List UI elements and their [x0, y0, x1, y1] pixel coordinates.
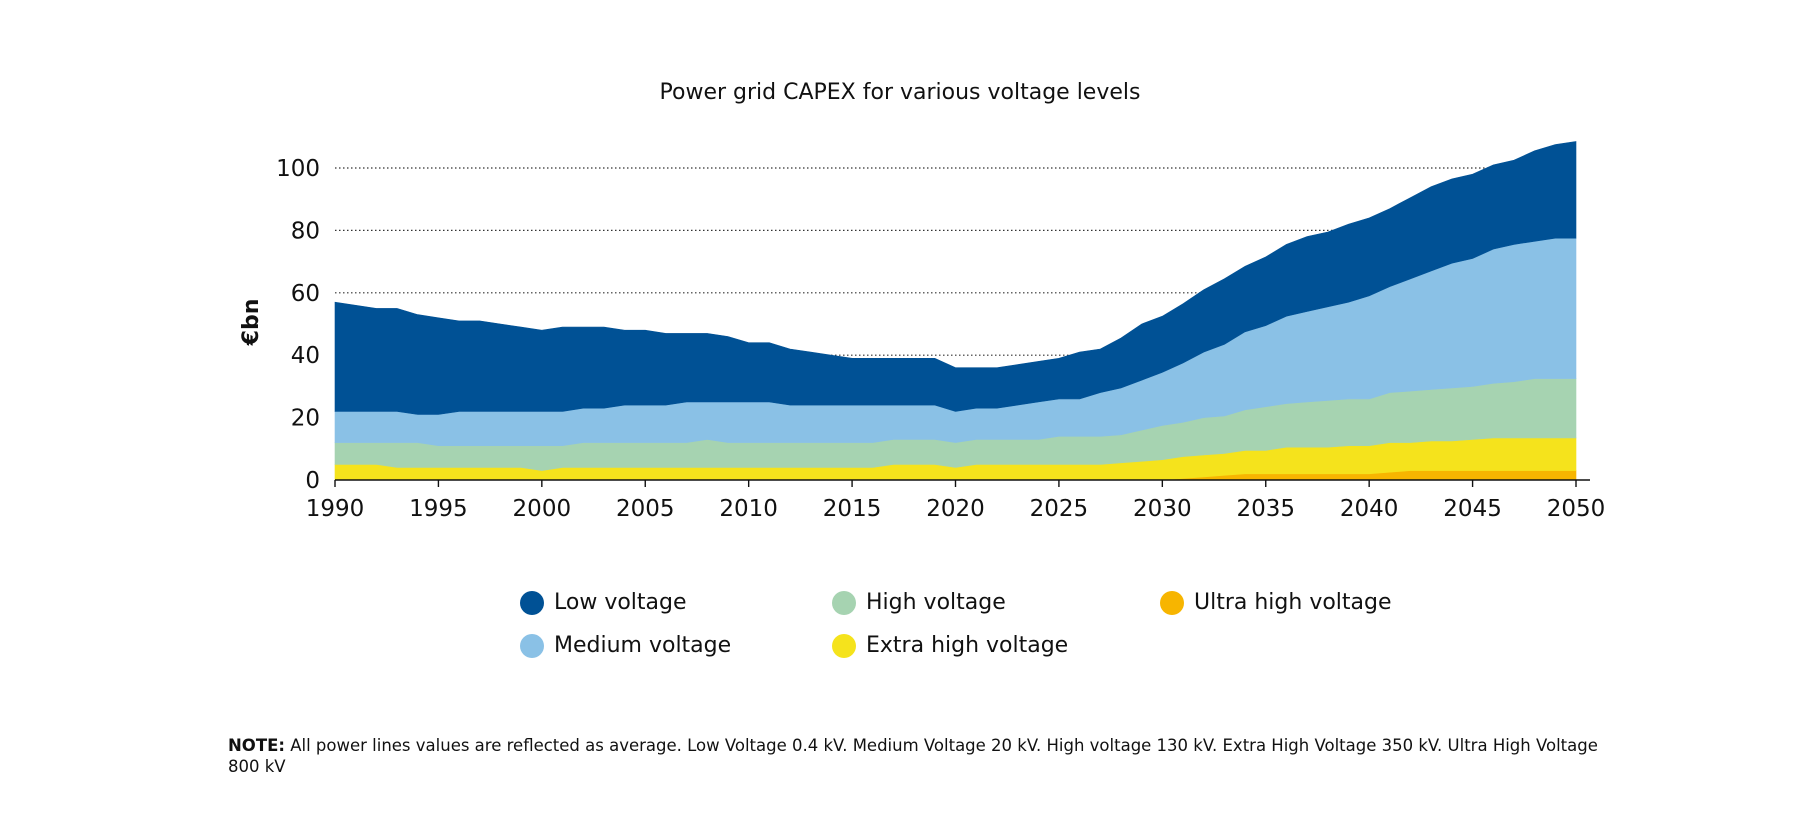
- note-label: NOTE:: [228, 736, 285, 755]
- axes: [334, 479, 1590, 487]
- legend-item-low-voltage: Low voltage: [520, 590, 687, 615]
- stacked-areas: [334, 141, 1577, 481]
- legend-item-medium-voltage: Medium voltage: [520, 633, 731, 658]
- legend-label: Ultra high voltage: [1194, 590, 1392, 615]
- y-tick-label: 100: [276, 156, 320, 182]
- footnote: NOTE: All power lines values are reflect…: [228, 735, 1628, 777]
- x-tick-label: 2040: [1340, 496, 1399, 522]
- legend-label: Low voltage: [554, 590, 687, 615]
- legend-item-ultra-high-voltage: Ultra high voltage: [1160, 590, 1392, 615]
- x-tick-label: 2025: [1030, 496, 1089, 522]
- y-tick-label: 20: [291, 406, 320, 432]
- legend: Low voltage High voltage Ultra high volt…: [520, 590, 1440, 690]
- y-tick-label: 60: [291, 281, 320, 307]
- x-tick-labels: 1990 1995 2000 2005 2010 2015 2020 2025 2030 2035…: [306, 496, 1606, 522]
- legend-swatch: [832, 590, 856, 615]
- x-tick-label: 2015: [823, 496, 882, 522]
- y-tick-label: 40: [291, 343, 320, 369]
- series-area-low-voltage: [334, 141, 1577, 415]
- y-tick-labels: 0 20 40 60 80 100: [276, 156, 320, 494]
- legend-item-high-voltage: High voltage: [832, 590, 1006, 615]
- x-tick-label: 2005: [616, 496, 675, 522]
- x-tick-label: 2050: [1547, 496, 1606, 522]
- x-tick-label: 2030: [1133, 496, 1192, 522]
- y-tick-label: 0: [305, 468, 320, 494]
- legend-swatch: [832, 633, 856, 658]
- legend-swatch: [520, 633, 544, 658]
- x-tick-label: 2045: [1443, 496, 1502, 522]
- legend-label: High voltage: [866, 590, 1006, 615]
- note-text: All power lines values are reflected as …: [228, 736, 1598, 776]
- x-tick-label: 1995: [409, 496, 468, 522]
- legend-swatch: [1160, 590, 1184, 615]
- legend-label: Extra high voltage: [866, 633, 1069, 658]
- x-tick-label: 2010: [719, 496, 778, 522]
- chart-title: Power grid CAPEX for various voltage lev…: [659, 80, 1141, 105]
- legend-label: Medium voltage: [554, 633, 732, 658]
- x-tick-label: 2035: [1236, 496, 1295, 522]
- legend-item-extra-high-voltage: Extra high voltage: [832, 633, 1068, 658]
- x-tick-label: 2020: [926, 496, 985, 522]
- legend-swatch: [520, 590, 544, 615]
- y-axis-label: €bn: [239, 299, 264, 347]
- y-tick-label: 80: [291, 218, 320, 244]
- x-tick-label: 2000: [513, 496, 572, 522]
- x-tick-label: 1990: [306, 496, 365, 522]
